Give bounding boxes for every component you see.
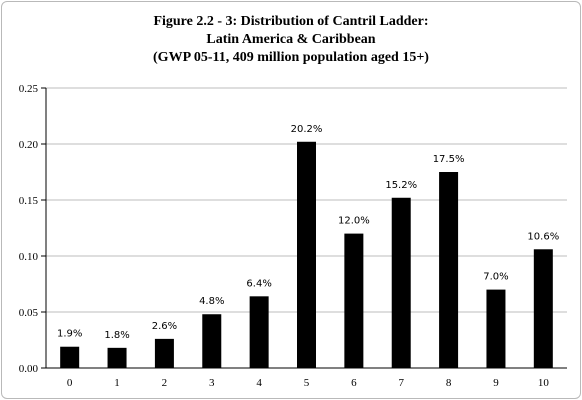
data-label: 2.6% (152, 321, 177, 332)
y-tick-label: 0.05 (19, 307, 39, 319)
data-label: 10.6% (527, 231, 559, 242)
data-label: 4.8% (199, 296, 224, 307)
x-tick-label: 2 (162, 377, 168, 389)
bar (344, 233, 364, 368)
bar (60, 346, 80, 368)
x-tick-label: 8 (446, 377, 452, 389)
data-label: 6.4% (246, 278, 271, 289)
bar (249, 296, 269, 368)
x-tick-label: 9 (493, 377, 499, 389)
x-tick-label: 5 (304, 377, 310, 389)
chart-title: Figure 2.2 - 3: Distribution of Cantril … (2, 13, 580, 67)
data-label: 12.0% (338, 216, 370, 227)
data-label: 1.9% (57, 329, 82, 340)
bar (486, 289, 506, 368)
y-tick-label: 0.20 (19, 139, 39, 151)
y-tick-label: 0.15 (19, 195, 39, 207)
data-label: 17.5% (433, 154, 465, 165)
bar (533, 249, 553, 368)
x-tick-label: 3 (209, 377, 215, 389)
data-label: 1.8% (104, 330, 129, 341)
bar (439, 172, 459, 368)
x-tick-label: 1 (114, 377, 120, 389)
x-tick-label: 7 (398, 377, 404, 389)
data-label: 15.2% (385, 180, 417, 191)
chart-title-line-3: (GWP 05-11, 409 million population aged … (153, 50, 429, 65)
y-tick-label: 0.10 (19, 251, 39, 263)
bar (154, 338, 174, 368)
data-label: 7.0% (483, 272, 508, 283)
chart-title-line-1: Figure 2.2 - 3: Distribution of Cantril … (153, 14, 429, 29)
x-tick-label: 0 (67, 377, 73, 389)
y-tick-label: 0.00 (19, 363, 39, 375)
bar (202, 314, 222, 368)
x-tick-label: 4 (256, 377, 262, 389)
bar (297, 141, 316, 368)
y-tick-label: 0.25 (19, 83, 39, 95)
chart-title-line-2: Latin America & Caribbean (206, 32, 376, 47)
data-label: 20.2% (291, 124, 323, 135)
bar (107, 347, 127, 368)
bar (391, 197, 411, 368)
x-tick-label: 6 (351, 377, 357, 389)
x-tick-label: 10 (538, 377, 550, 389)
